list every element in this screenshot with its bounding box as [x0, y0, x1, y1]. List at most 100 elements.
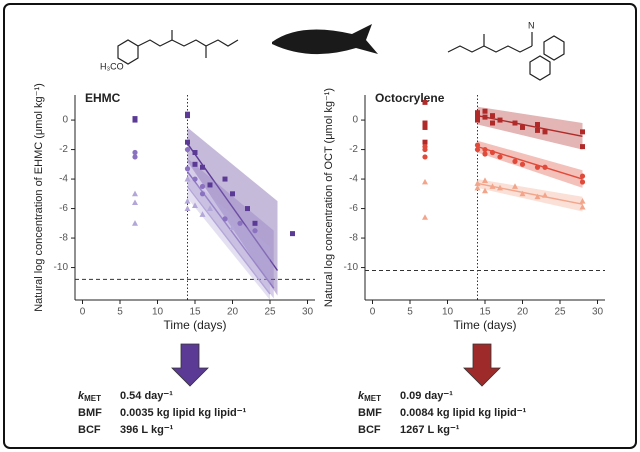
x-tick-label: 5 [117, 307, 123, 318]
stat-symbol: BMF [358, 407, 382, 419]
x-tick-label: 30 [302, 307, 314, 318]
x-axis-label: Time (days) [454, 318, 517, 332]
y-tick-label: -4 [349, 174, 358, 185]
x-tick-label: 25 [264, 307, 276, 318]
y-tick-label: -8 [59, 233, 68, 244]
arrow [171, 343, 209, 387]
point [199, 183, 206, 190]
point [252, 228, 258, 234]
stat-symbol: k [78, 390, 85, 402]
stat-label: BMF [358, 407, 382, 419]
point [185, 139, 190, 145]
stat-value: 0.54 day⁻¹ [120, 390, 173, 402]
point [580, 144, 585, 150]
stat-value: 1267 L kg⁻¹ [400, 424, 460, 436]
y-tick-label: -6 [59, 203, 68, 214]
point [474, 142, 481, 148]
point [207, 205, 213, 211]
point [422, 178, 428, 185]
point [222, 216, 228, 222]
point [482, 114, 488, 120]
x-tick-label: 5 [407, 307, 413, 318]
point [132, 149, 138, 156]
point [192, 176, 198, 182]
y-tick-label: 0 [352, 115, 358, 126]
octocrylene-structure [447, 32, 565, 81]
stat-label: BMF [78, 407, 102, 419]
stat-symbol: BCF [358, 424, 381, 436]
y-tick-label: -4 [59, 174, 68, 185]
point [199, 211, 206, 217]
x-tick-label: 20 [227, 307, 239, 318]
y-axis-label: Natural log concentration of OCT (μmol k… [323, 88, 335, 307]
point [490, 120, 495, 126]
point [132, 199, 138, 206]
point [192, 202, 198, 209]
point [580, 129, 585, 135]
point [199, 191, 206, 197]
point [475, 110, 480, 116]
point [422, 120, 428, 126]
stat-symbol: BCF [78, 424, 101, 436]
stat-value: 396 L kg⁻¹ [120, 424, 174, 436]
point [474, 184, 481, 191]
point [520, 124, 525, 130]
y-tick-label: -6 [349, 203, 358, 214]
point [422, 139, 428, 145]
point [422, 99, 428, 105]
y-tick-label: -2 [349, 144, 358, 155]
fit-line [477, 114, 583, 137]
stat-value: 0.09 day⁻¹ [400, 390, 453, 402]
x-tick-label: 15 [479, 307, 491, 318]
point [200, 164, 205, 170]
stat-symbol: k [358, 390, 365, 402]
y-tick-label: -8 [349, 233, 358, 244]
point [579, 173, 586, 179]
point [489, 149, 496, 156]
x-tick-label: 0 [80, 307, 86, 318]
point [482, 108, 488, 114]
stat-label: BCF [78, 424, 101, 436]
point [482, 187, 488, 194]
point [497, 184, 503, 191]
point [519, 161, 526, 167]
structure-label: H₃CO [100, 61, 124, 71]
x-tick-label: 10 [442, 307, 454, 318]
point [519, 190, 526, 197]
point [184, 197, 191, 204]
fit-line [477, 182, 583, 205]
point [474, 146, 481, 153]
point [252, 220, 258, 226]
point [534, 193, 541, 200]
y-tick-label: -10 [54, 262, 69, 273]
point [542, 192, 548, 198]
point [184, 146, 191, 153]
point [535, 121, 540, 127]
y-tick-label: -2 [59, 144, 68, 155]
point [132, 220, 138, 226]
arrow [463, 343, 501, 387]
x-tick-label: 10 [152, 307, 164, 318]
point [422, 146, 428, 153]
y-axis-label: Natural log concentration of EHMC (μmol … [33, 83, 45, 312]
panel-label: EHMC [85, 91, 121, 105]
stat-value: 0.0084 kg lipid kg lipid⁻¹ [400, 407, 527, 419]
point [490, 113, 495, 119]
x-tick-label: 20 [517, 307, 529, 318]
point [482, 151, 488, 157]
point [290, 231, 295, 237]
confidence-band [477, 179, 583, 212]
confidence-band [477, 106, 583, 150]
point [535, 127, 540, 133]
point [474, 180, 481, 186]
stat-value: 0.0035 kg lipid kg lipid⁻¹ [120, 407, 247, 419]
stat-label: kMET [358, 390, 381, 403]
point [237, 220, 243, 226]
fish-icon [272, 24, 378, 55]
x-tick-label: 0 [370, 307, 376, 318]
x-tick-label: 15 [189, 307, 201, 318]
stat-subscript: MET [364, 394, 381, 403]
point [482, 177, 488, 183]
point [184, 205, 191, 211]
